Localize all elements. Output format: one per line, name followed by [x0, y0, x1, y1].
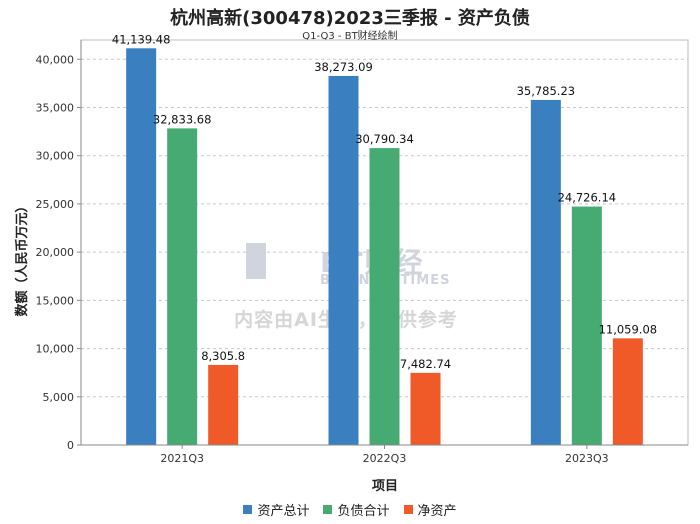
- watermark-logo-icon: [246, 243, 266, 279]
- x-tick-label: 2022Q3: [363, 452, 407, 465]
- chart-subtitle: Q1-Q3 - BT财经绘制: [302, 31, 398, 42]
- bar-0-1: [328, 75, 359, 446]
- bar-0-2: [530, 99, 561, 446]
- legend-item-net-assets: 净资产: [403, 500, 457, 519]
- bar-1-1: [369, 148, 400, 446]
- y-tick-label: 0: [67, 439, 74, 452]
- data-label-1-2: 24,726.14: [558, 191, 617, 205]
- legend-label-liabilities: 负债合计: [337, 504, 390, 519]
- data-label-1-1: 30,790.34: [355, 132, 414, 146]
- chart-legend: 资产总计 负债合计 净资产: [0, 500, 700, 519]
- data-label-2-2: 11,059.08: [599, 322, 658, 336]
- y-tick-label: 10,000: [36, 343, 75, 356]
- x-tick-label: 2021Q3: [160, 452, 204, 465]
- legend-item-assets: 资产总计: [243, 500, 309, 519]
- y-tick-label: 40,000: [36, 53, 75, 66]
- y-tick-label: 35,000: [36, 102, 75, 115]
- data-label-0-2: 35,785.23: [517, 84, 576, 98]
- data-label-2-1: 7,482.74: [400, 357, 451, 371]
- bar-2-1: [410, 372, 441, 445]
- bar-2-0: [208, 364, 239, 445]
- data-label-2-0: 8,305.8: [201, 349, 245, 363]
- bar-0-0: [126, 48, 157, 445]
- x-axis-title: 项目: [372, 479, 398, 494]
- legend-swatch-liabilities: [323, 505, 333, 514]
- y-tick-label: 5,000: [43, 391, 75, 404]
- legend-swatch-assets: [243, 505, 253, 514]
- bar-1-0: [167, 128, 198, 445]
- y-tick-label: 25,000: [36, 198, 75, 211]
- bar-1-2: [571, 206, 602, 445]
- y-tick-label: 20,000: [36, 246, 75, 259]
- data-label-0-0: 41,139.48: [112, 32, 171, 46]
- data-label-1-0: 32,833.68: [153, 112, 212, 126]
- x-tick-label: 2023Q3: [565, 452, 609, 465]
- y-axis-title: 数额（人民币万元）: [14, 199, 30, 316]
- legend-item-liabilities: 负债合计: [323, 500, 390, 519]
- legend-label-net-assets: 净资产: [417, 504, 457, 519]
- bar-2-2: [612, 338, 643, 445]
- data-label-0-1: 38,273.09: [314, 60, 373, 74]
- y-tick-label: 30,000: [36, 150, 75, 163]
- y-tick-label: 15,000: [36, 294, 75, 307]
- legend-swatch-net-assets: [403, 505, 413, 514]
- legend-label-assets: 资产总计: [257, 504, 310, 519]
- chart-title: 杭州高新(300478)2023三季报 - 资产负债: [170, 8, 530, 29]
